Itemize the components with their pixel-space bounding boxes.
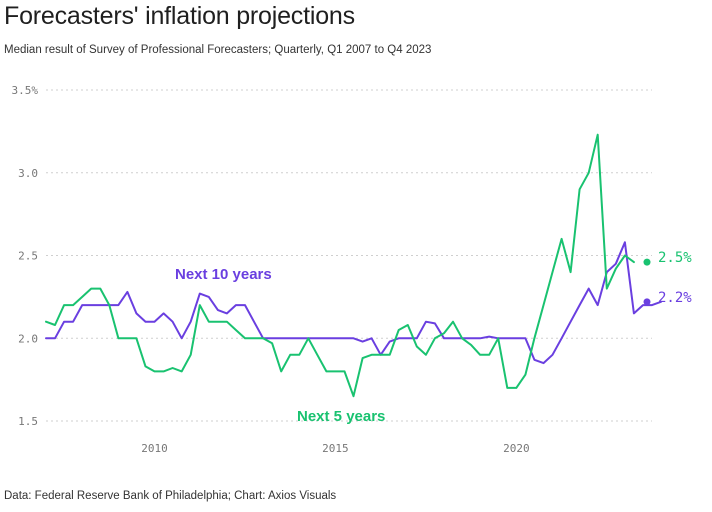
x-tick-label: 2010 [141, 442, 168, 455]
series-lines: 2.2% 2.5% [45, 133, 692, 398]
series-label-next-5-years: Next 5 years [297, 408, 385, 425]
x-tick-label: 2015 [322, 442, 349, 455]
y-axis-ticks: 1.5 2.0 2.5 3.0 3.5% [12, 84, 39, 428]
series-line-next-5-years [45, 133, 635, 398]
y-tick-label: 1.5 [18, 415, 38, 428]
series-end-point [643, 298, 651, 306]
chart-subtitle: Median result of Survey of Professional … [4, 44, 432, 56]
grid-lines [46, 89, 652, 422]
chart-title: Forecasters' inflation projections [4, 2, 355, 30]
series-end-point [643, 258, 651, 266]
series-label-next-10-years: Next 10 years [175, 266, 272, 283]
x-tick-label: 2020 [503, 442, 530, 455]
y-tick-label: 2.5 [18, 250, 38, 263]
y-tick-label: 2.0 [18, 332, 38, 345]
y-tick-label: 3.0 [18, 167, 38, 180]
x-axis-ticks: 2010 2015 2020 [141, 442, 529, 455]
y-tick-label: 3.5% [12, 84, 39, 97]
line-chart: 1.5 2.0 2.5 3.0 3.5% 2010 2015 2020 2.2% 2.5% N… [12, 84, 693, 455]
series-end-label: 2.2% [658, 290, 692, 306]
chart-source: Data: Federal Reserve Bank of Philadelph… [4, 490, 337, 502]
series-line-next-10-years [45, 241, 662, 365]
series-end-label: 2.5% [658, 250, 692, 266]
